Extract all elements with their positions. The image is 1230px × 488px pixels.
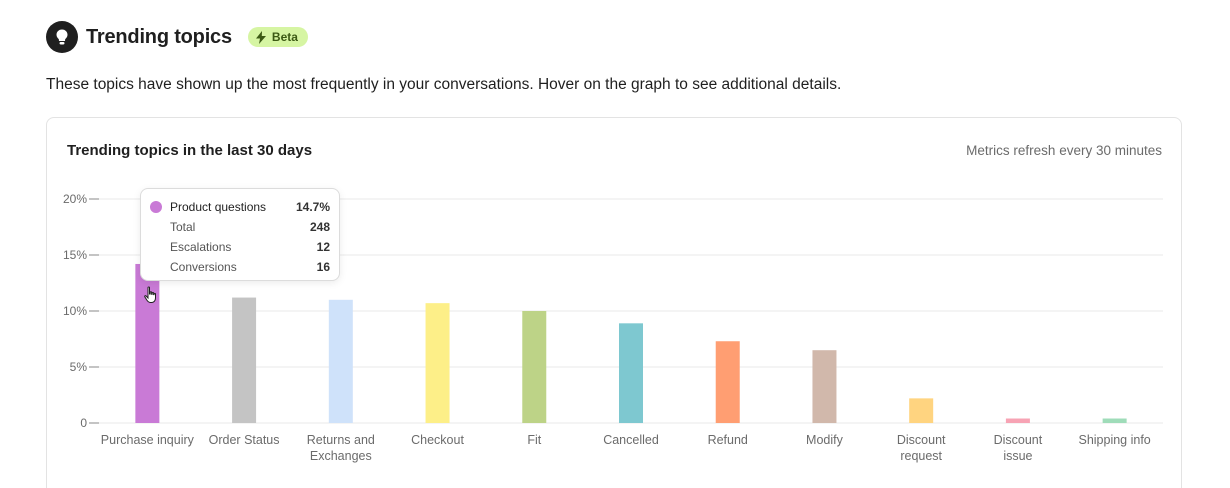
tooltip-row-value: 16 bbox=[316, 260, 330, 274]
x-tick-label: Cancelled bbox=[603, 433, 659, 447]
tooltip-row-label: Conversions bbox=[170, 260, 237, 274]
x-tick-label: Purchase inquiry bbox=[101, 433, 195, 447]
tooltip-percent: 14.7% bbox=[295, 200, 330, 214]
tooltip-header: Product questions 14.7% bbox=[150, 197, 330, 217]
x-tick-label: Discount bbox=[994, 433, 1043, 447]
x-tick-label: Fit bbox=[527, 433, 541, 447]
x-tick-label: request bbox=[900, 449, 942, 463]
page-header: Trending topics Beta bbox=[46, 21, 308, 53]
y-tick-label: 15% bbox=[63, 248, 87, 262]
bar[interactable] bbox=[812, 350, 837, 423]
bar[interactable] bbox=[619, 323, 643, 423]
tooltip-row-label: Escalations bbox=[170, 240, 232, 254]
tooltip-row-conversions: Conversions 16 bbox=[150, 257, 330, 277]
beta-badge: Beta bbox=[247, 27, 308, 47]
lightning-icon bbox=[255, 30, 266, 44]
x-tick-label: Refund bbox=[708, 433, 748, 447]
page-description: These topics have shown up the most freq… bbox=[46, 76, 842, 93]
x-tick-label: Checkout bbox=[411, 433, 464, 447]
beta-badge-label: Beta bbox=[271, 30, 298, 44]
bar[interactable] bbox=[232, 297, 257, 423]
bar[interactable] bbox=[328, 299, 353, 423]
tooltip-row-total: Total 248 bbox=[150, 217, 330, 237]
trending-topics-chart[interactable]: 0 5% 10% 15% 20% Purchase inquiry Order Status… bbox=[47, 118, 1183, 488]
tooltip-row-label: Total bbox=[170, 220, 196, 234]
x-tick-label: Order Status bbox=[209, 433, 280, 447]
y-tick-label: 20% bbox=[63, 192, 87, 206]
bar[interactable] bbox=[425, 303, 450, 423]
chart-tooltip: Product questions 14.7% Total 248 Escala… bbox=[140, 188, 340, 281]
lightbulb-icon bbox=[46, 21, 78, 53]
x-tick-label: issue bbox=[1003, 449, 1032, 463]
bar[interactable] bbox=[135, 263, 160, 423]
y-tick-label: 5% bbox=[70, 360, 88, 374]
tooltip-row-value: 248 bbox=[309, 220, 330, 234]
x-tick-label: Shipping info bbox=[1078, 433, 1150, 447]
page-title: Trending topics bbox=[86, 25, 232, 48]
bar[interactable] bbox=[1102, 418, 1127, 423]
x-tick-label: Exchanges bbox=[310, 449, 372, 463]
x-tick-label: Returns and bbox=[307, 433, 375, 447]
bar[interactable] bbox=[909, 398, 934, 423]
bar[interactable] bbox=[522, 311, 547, 423]
refresh-note: Metrics refresh every 30 minutes bbox=[966, 143, 1162, 158]
bar[interactable] bbox=[1005, 418, 1030, 423]
hand-pointer-icon bbox=[144, 286, 156, 303]
tooltip-row-escalations: Escalations 12 bbox=[150, 237, 330, 257]
tooltip-color-dot bbox=[150, 201, 162, 213]
card-title: Trending topics in the last 30 days bbox=[67, 142, 313, 159]
x-tick-label: Modify bbox=[806, 433, 844, 447]
x-tick-label: Discount bbox=[897, 433, 946, 447]
bar[interactable] bbox=[715, 341, 740, 423]
trending-topics-card: Trending topics in the last 30 days Metr… bbox=[46, 117, 1182, 488]
y-tick-label: 0 bbox=[80, 416, 87, 430]
y-tick-label: 10% bbox=[63, 304, 87, 318]
tooltip-topic: Product questions bbox=[170, 200, 267, 214]
tooltip-row-value: 12 bbox=[316, 240, 330, 254]
